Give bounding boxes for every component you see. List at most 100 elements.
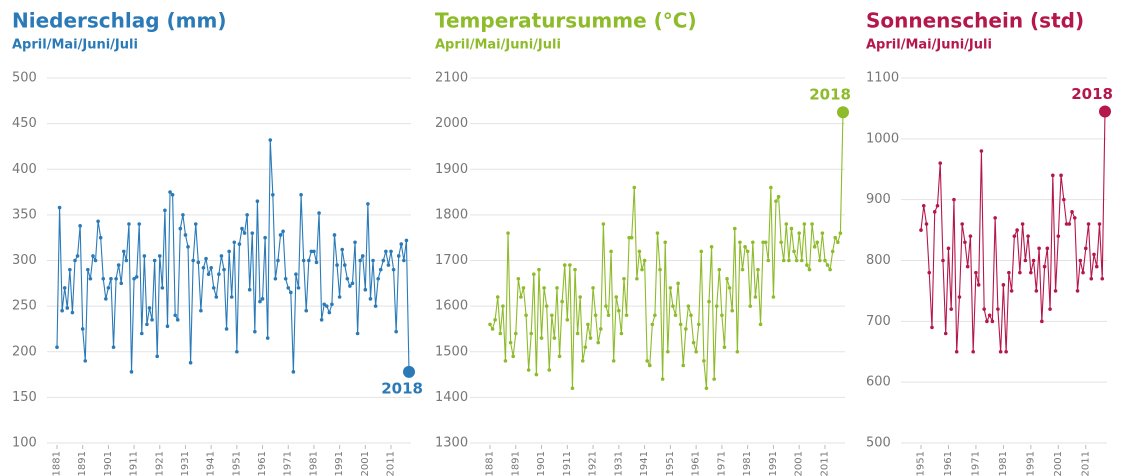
- data-point: [663, 240, 668, 245]
- data-point: [1020, 222, 1025, 226]
- data-point: [960, 222, 964, 226]
- data-point: [532, 272, 536, 276]
- data-point: [557, 354, 562, 359]
- data-point: [730, 308, 735, 313]
- data-point: [637, 249, 642, 254]
- data-point: [119, 281, 124, 286]
- data-point: [124, 258, 129, 263]
- x-tick-label: 1901: [536, 451, 547, 476]
- data-point: [812, 245, 817, 249]
- y-tick-label: 900: [866, 192, 891, 207]
- x-tick-label: 1901: [103, 451, 114, 476]
- data-point: [542, 286, 546, 290]
- data-point: [55, 345, 59, 349]
- data-point: [1086, 222, 1091, 226]
- data-point: [235, 349, 239, 354]
- data-point: [101, 276, 106, 281]
- data-point: [104, 297, 108, 301]
- data-point: [116, 263, 121, 267]
- data-point: [927, 270, 932, 275]
- data-point: [720, 313, 724, 318]
- data-point: [358, 258, 362, 263]
- data-point: [508, 340, 513, 345]
- data-point: [389, 249, 393, 254]
- y-tick-label: 500: [866, 436, 891, 451]
- data-point: [521, 286, 526, 290]
- data-point: [604, 304, 608, 308]
- data-point: [350, 281, 355, 286]
- data-point: [941, 258, 945, 263]
- y-tick-label: 2100: [435, 71, 468, 86]
- data-point: [68, 267, 72, 272]
- data-point: [86, 267, 90, 272]
- x-tick-label: 1971: [716, 451, 727, 476]
- data-point: [743, 245, 747, 249]
- data-point: [265, 336, 270, 340]
- data-point: [1042, 264, 1047, 269]
- y-tick-label: 200: [12, 344, 37, 359]
- data-point: [391, 267, 396, 272]
- data-point: [1012, 234, 1017, 238]
- data-point: [771, 295, 776, 299]
- data-point: [237, 242, 242, 246]
- y-tick-label: 1500: [435, 344, 468, 359]
- data-point: [70, 310, 75, 315]
- data-point: [1064, 222, 1069, 226]
- x-tick-label: 1881: [52, 451, 63, 476]
- data-point: [206, 272, 211, 276]
- data-point: [1056, 234, 1061, 238]
- x-tick-label: 1921: [588, 451, 599, 476]
- data-point: [289, 290, 293, 295]
- data-point: [147, 306, 152, 310]
- data-point: [617, 308, 621, 313]
- data-point: [996, 307, 1000, 311]
- x-tick-label: 1951: [665, 451, 676, 476]
- data-point: [366, 202, 370, 206]
- data-point: [78, 224, 82, 228]
- data-point: [650, 322, 655, 327]
- data-point: [684, 327, 688, 331]
- data-point: [976, 283, 981, 287]
- data-point: [386, 263, 391, 267]
- data-point: [774, 199, 778, 203]
- data-point: [322, 302, 327, 307]
- data-point: [938, 161, 943, 165]
- data-point: [555, 286, 559, 290]
- data-point: [971, 349, 975, 354]
- highlight-point: [403, 365, 415, 378]
- data-point: [134, 275, 139, 279]
- data-point: [575, 331, 580, 336]
- data-point: [658, 267, 662, 272]
- data-point: [596, 340, 601, 345]
- data-point: [242, 231, 247, 235]
- data-point: [529, 331, 534, 336]
- data-point: [932, 210, 937, 214]
- y-tick-label: 100: [12, 436, 37, 451]
- data-point: [196, 260, 201, 265]
- y-tick-label: 1300: [435, 436, 468, 451]
- data-point: [129, 370, 134, 374]
- x-tick-label: 1911: [129, 451, 140, 476]
- data-point: [314, 260, 319, 265]
- data-point: [756, 267, 760, 272]
- data-point: [109, 276, 113, 281]
- data-point: [725, 276, 729, 281]
- data-point: [565, 318, 570, 322]
- data-point: [327, 310, 332, 315]
- data-point: [732, 226, 737, 231]
- data-point: [337, 295, 342, 299]
- data-point: [781, 258, 786, 263]
- chart-title: Niederschlag (mm): [12, 9, 227, 33]
- data-point: [1097, 222, 1102, 226]
- data-point: [348, 284, 352, 288]
- highlight-point: [1099, 105, 1111, 118]
- data-point: [1089, 276, 1094, 281]
- x-tick-label: 1881: [485, 451, 496, 476]
- data-point: [624, 313, 629, 318]
- data-point: [498, 331, 503, 336]
- data-point: [588, 336, 593, 340]
- data-point: [1023, 258, 1028, 263]
- data-point: [168, 190, 172, 194]
- data-point: [193, 222, 198, 226]
- data-point: [696, 322, 701, 327]
